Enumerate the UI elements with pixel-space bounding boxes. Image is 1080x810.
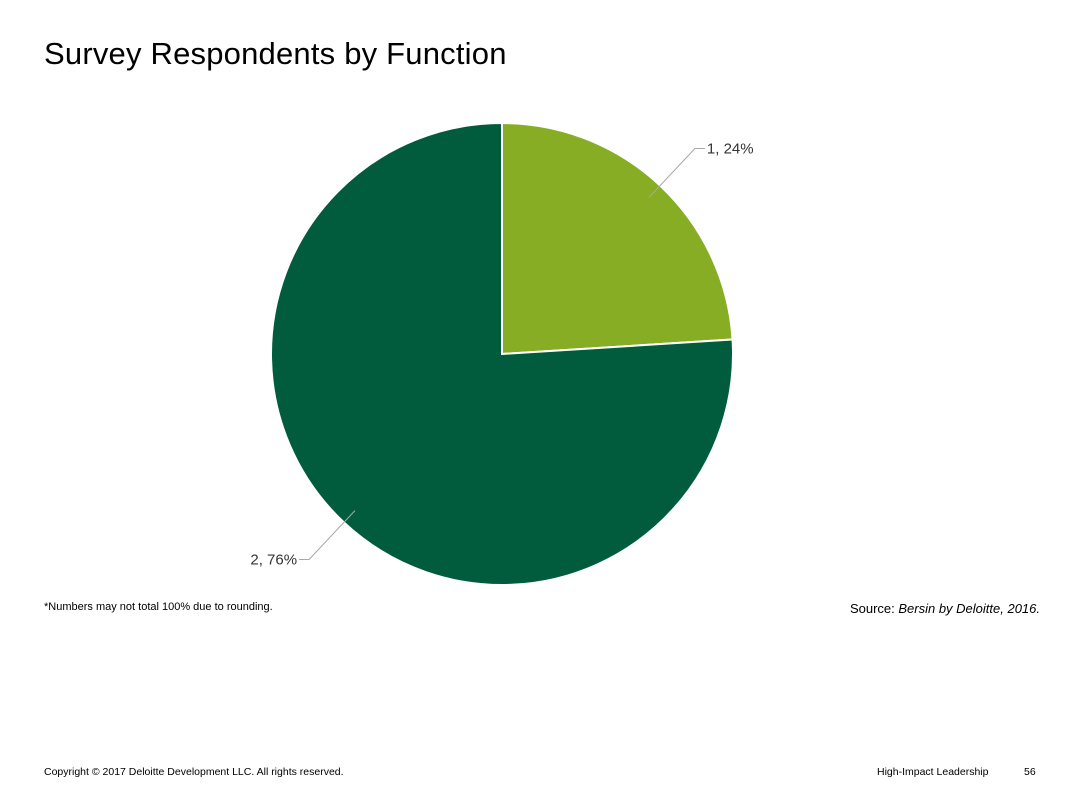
leader-line-2 xyxy=(299,510,356,560)
data-label-2: 2, 76% xyxy=(250,551,297,568)
source-citation: Bersin by Deloitte, 2016. xyxy=(898,601,1040,616)
page-number: 56 xyxy=(1024,766,1036,778)
copyright-text: Copyright © 2017 Deloitte Development LL… xyxy=(44,766,344,778)
leader-line-1 xyxy=(648,148,705,198)
page-title: Survey Respondents by Function xyxy=(44,36,507,71)
data-label-1: 1, 24% xyxy=(707,141,754,158)
pie-slice-1 xyxy=(501,121,734,356)
source-note: Source: Bersin by Deloitte, 2016. xyxy=(850,601,1040,616)
footnote: *Numbers may not total 100% due to round… xyxy=(44,601,273,613)
source-prefix: Source: xyxy=(849,601,899,616)
pie-data-labels: 1, 24% 2, 76% xyxy=(250,141,753,569)
pie-chart: 1, 24% 2, 76% xyxy=(250,121,754,586)
pie-slices xyxy=(270,121,734,586)
deck-name: High-Impact Leadership xyxy=(877,766,989,778)
